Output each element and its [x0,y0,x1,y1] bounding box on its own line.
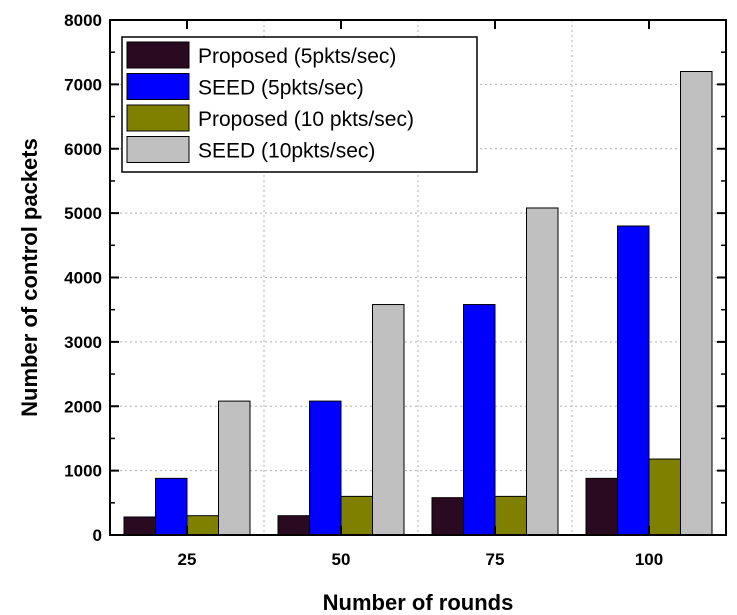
x-tick-label: 100 [635,550,663,569]
bar-2-25 [155,477,188,536]
y-tick-label: 6000 [64,140,102,159]
bar-1-100 [585,477,618,536]
legend-swatch [126,104,190,132]
bar-2-100 [617,225,650,536]
x-tick-label: 75 [486,550,505,569]
axis-ticks: 0 1000 2000 3000 4000 5000 6000 7000 8000 25 50 75 1… [64,11,726,569]
bar-3-75 [494,495,527,536]
legend-label: SEED (10pkts/sec) [198,140,375,163]
bar-1-75 [431,497,464,536]
y-axis-title: Number of control packets [17,138,42,417]
legend-swatch [126,73,190,100]
legend-label: Proposed (5pkts/sec) [198,45,396,68]
bar-4-25 [218,400,251,536]
x-tick-label: 25 [178,550,197,569]
legend: Proposed (5pkts/sec) SEED (5pkts/sec) Prop… [121,36,478,173]
bar-3-50 [340,495,373,536]
y-tick-label: 3000 [64,333,102,352]
bar-1-25 [123,516,156,536]
bar-3-100 [648,458,681,536]
legend-label: SEED (5pkts/sec) [198,77,364,100]
y-tick-label: 0 [93,526,102,545]
x-tick-label: 50 [332,550,351,569]
y-tick-label: 2000 [64,397,102,416]
bar-4-75 [526,207,559,536]
y-tick-label: 7000 [64,75,102,94]
y-tick-label: 4000 [64,269,102,288]
bar-2-75 [463,304,496,536]
legend-swatch [126,41,190,69]
x-axis-title: Number of rounds [323,590,514,615]
bar-2-50 [309,400,342,536]
y-tick-label: 5000 [64,204,102,223]
y-tick-label: 1000 [64,462,102,481]
bar-4-100 [680,71,713,536]
legend-swatch [126,136,190,163]
bar-3-25 [186,515,219,536]
legend-label: Proposed (10 pkts/sec) [198,108,414,131]
y-tick-label: 8000 [64,11,102,30]
bar-4-50 [372,304,405,536]
bar-1-50 [277,515,310,536]
